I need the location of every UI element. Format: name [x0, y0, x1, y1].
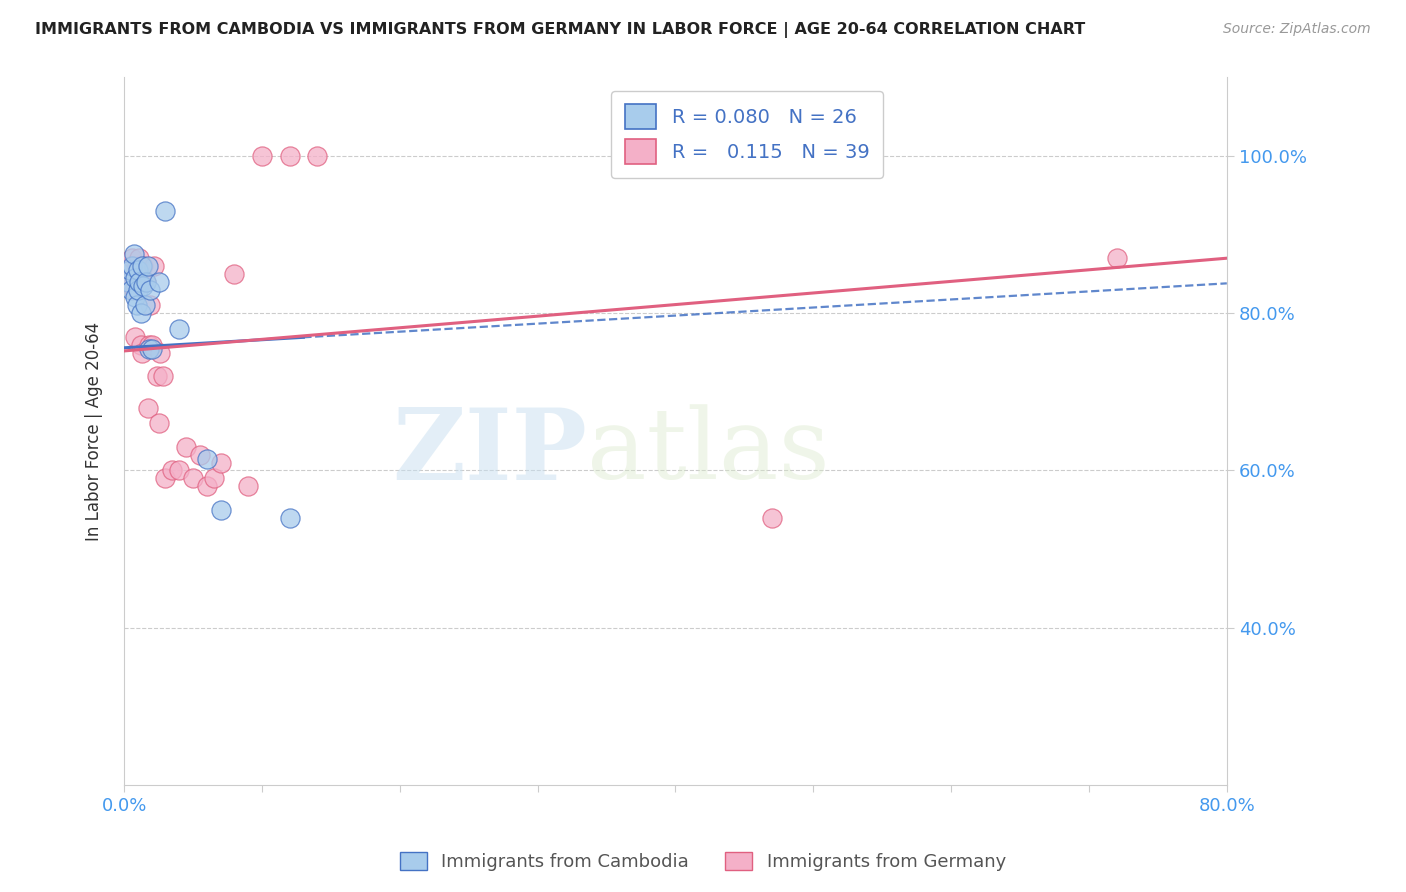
Point	[135, 275, 157, 289]
Point	[124, 330, 146, 344]
Point	[136, 259, 159, 273]
Point	[124, 270, 146, 285]
Point	[128, 275, 150, 289]
Point	[131, 345, 153, 359]
Point	[129, 306, 152, 320]
Point	[132, 278, 155, 293]
Point	[761, 510, 783, 524]
Point	[118, 263, 141, 277]
Point	[149, 345, 172, 359]
Point	[209, 456, 232, 470]
Point	[122, 283, 145, 297]
Point	[169, 463, 191, 477]
Point	[117, 275, 139, 289]
Text: atlas: atlas	[588, 404, 830, 500]
Point	[174, 440, 197, 454]
Text: IMMIGRANTS FROM CAMBODIA VS IMMIGRANTS FROM GERMANY IN LABOR FORCE | AGE 20-64 C: IMMIGRANTS FROM CAMBODIA VS IMMIGRANTS F…	[35, 22, 1085, 38]
Point	[127, 283, 149, 297]
Point	[1105, 251, 1128, 265]
Point	[128, 251, 150, 265]
Point	[307, 149, 329, 163]
Point	[148, 416, 170, 430]
Text: Source: ZipAtlas.com: Source: ZipAtlas.com	[1223, 22, 1371, 37]
Point	[125, 259, 148, 273]
Point	[129, 337, 152, 351]
Point	[146, 369, 169, 384]
Point	[139, 283, 162, 297]
Point	[202, 471, 225, 485]
Point	[124, 291, 146, 305]
Point	[181, 471, 204, 485]
Point	[238, 479, 260, 493]
Text: ZIP: ZIP	[392, 404, 588, 500]
Point	[278, 149, 301, 163]
Point	[195, 479, 218, 493]
Point	[141, 337, 163, 351]
Point	[121, 259, 143, 273]
Point	[131, 259, 153, 273]
Point	[224, 267, 246, 281]
Point	[136, 401, 159, 415]
Point	[122, 247, 145, 261]
Point	[127, 283, 149, 297]
Point	[169, 322, 191, 336]
Point	[132, 259, 155, 273]
Point	[120, 283, 142, 297]
Point	[143, 259, 166, 273]
Point	[134, 275, 156, 289]
Point	[134, 298, 156, 312]
Legend: Immigrants from Cambodia, Immigrants from Germany: Immigrants from Cambodia, Immigrants fro…	[392, 845, 1014, 879]
Point	[120, 275, 142, 289]
Point	[155, 471, 177, 485]
Point	[125, 298, 148, 312]
Point	[209, 502, 232, 516]
Point	[148, 275, 170, 289]
Point	[278, 510, 301, 524]
Point	[139, 298, 162, 312]
Point	[162, 463, 184, 477]
Point	[117, 275, 139, 289]
Point	[195, 451, 218, 466]
Point	[250, 149, 273, 163]
Point	[188, 448, 211, 462]
Point	[118, 259, 141, 273]
Y-axis label: In Labor Force | Age 20-64: In Labor Force | Age 20-64	[86, 321, 103, 541]
Point	[141, 342, 163, 356]
Point	[121, 251, 143, 265]
Point	[152, 369, 174, 384]
Legend: R = 0.080   N = 26, R =   0.115   N = 39: R = 0.080 N = 26, R = 0.115 N = 39	[612, 91, 883, 178]
Point	[138, 337, 160, 351]
Point	[155, 204, 177, 219]
Point	[138, 342, 160, 356]
Point	[135, 275, 157, 289]
Point	[127, 263, 149, 277]
